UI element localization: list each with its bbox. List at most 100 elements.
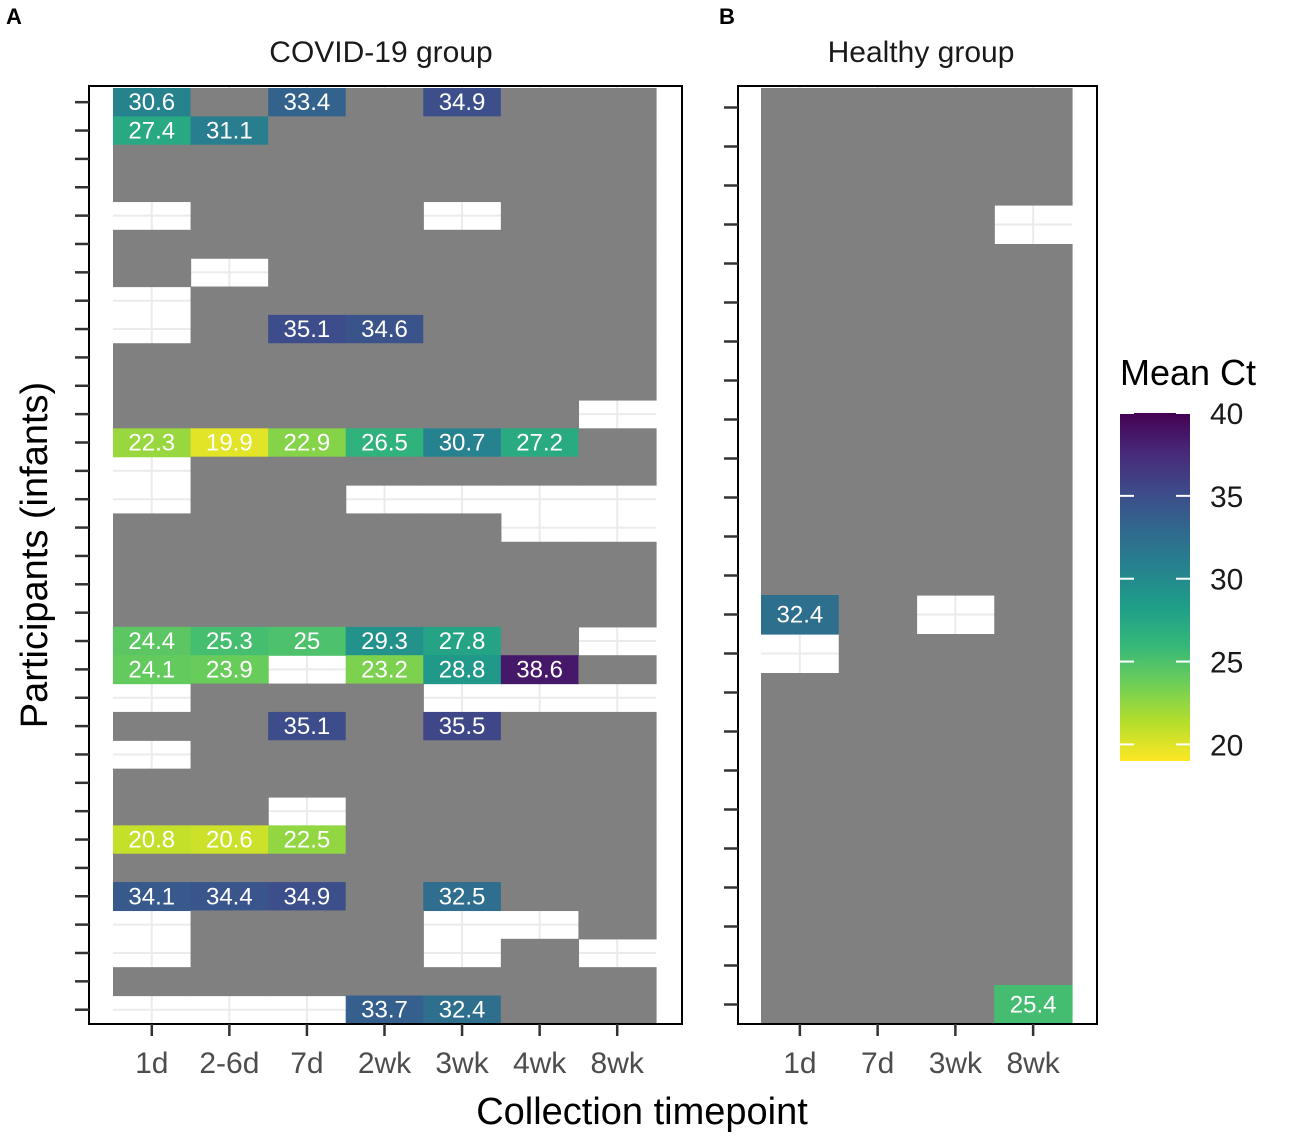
cell-value-label: 24.4: [128, 628, 175, 655]
cell-value-label: 27.8: [439, 628, 486, 655]
heatmap-cell-missing: [916, 400, 995, 440]
heatmap-cell-value: [423, 88, 502, 117]
heatmap-cell-missing: [578, 371, 657, 401]
heatmap-cell-missing: [423, 541, 502, 571]
heatmap-cell-missing: [500, 711, 580, 741]
heatmap-cell-missing: [345, 570, 424, 600]
heatmap-cell-missing: [345, 825, 424, 855]
heatmap-cell-missing: [423, 144, 502, 174]
heatmap-cell-missing: [190, 740, 269, 770]
heatmap-cell-missing: [345, 286, 424, 316]
cell-value-label: 32.5: [439, 883, 486, 910]
heatmap-cell-missing: [578, 967, 657, 997]
heatmap-cell-missing: [761, 946, 840, 986]
heatmap-cell-value: [113, 116, 192, 146]
heatmap-cell-missing: [113, 598, 192, 628]
heatmap-cell-missing: [500, 626, 580, 656]
cell-value-label: 33.7: [361, 997, 408, 1024]
heatmap-cell-missing: [268, 144, 347, 174]
heatmap-cell-missing: [578, 286, 657, 316]
heatmap-cell-value: [761, 595, 840, 635]
cell-value-label: 25: [294, 628, 321, 655]
heatmap-cell-missing: [423, 598, 502, 628]
cell-value-label: 34.4: [206, 883, 253, 910]
heatmap-cell-missing: [113, 399, 192, 429]
heatmap-cell-missing: [761, 517, 840, 557]
heatmap-cell-missing: [345, 116, 424, 146]
heatmap-cell-missing: [994, 634, 1073, 674]
heatmap-cell-missing: [578, 797, 657, 826]
heatmap-cell-value: [190, 825, 269, 855]
heatmap-cell-missing: [761, 868, 840, 908]
heatmap-cell-missing: [994, 322, 1073, 362]
heatmap-cell-missing: [190, 768, 269, 798]
cell-value-label: 31.1: [206, 118, 253, 145]
heatmap-cell-missing: [838, 751, 918, 791]
x-tick-label: 1d: [135, 1047, 168, 1080]
heatmap-cell-missing: [113, 768, 192, 798]
heatmap-cell-missing: [916, 868, 995, 908]
heatmap-cell-missing: [423, 116, 502, 146]
heatmap-cell-missing: [916, 985, 995, 1025]
cell-value-label: 38.6: [516, 656, 563, 683]
heatmap-cell-missing: [190, 371, 269, 401]
heatmap-cell-missing: [994, 751, 1073, 791]
heatmap-cell-value: [113, 88, 192, 117]
heatmap-cell-missing: [268, 598, 347, 628]
heatmap-cell-missing: [113, 853, 192, 883]
colorbar-legend: Mean Ct 20 25 30 35 40: [1120, 352, 1256, 762]
heatmap-cell-value: [345, 626, 424, 656]
heatmap-cell-missing: [190, 513, 269, 543]
heatmap-cell-missing: [500, 116, 580, 146]
heatmap-cell-missing: [916, 478, 995, 518]
heatmap-cell-missing: [994, 556, 1073, 596]
heatmap-cell-missing: [578, 541, 657, 571]
heatmap-cell-missing: [916, 439, 995, 479]
heatmap-cell-missing: [994, 712, 1073, 752]
cell-value-label: 34.1: [128, 883, 175, 910]
heatmap-cell-missing: [578, 740, 657, 770]
heatmap-cell-value: [190, 655, 269, 685]
heatmap-cell-missing: [500, 229, 580, 259]
heatmap-cell-missing: [838, 283, 918, 323]
heatmap-cell-missing: [423, 258, 502, 288]
heatmap-cell-missing: [994, 868, 1073, 908]
heatmap-cell-missing: [838, 205, 918, 245]
x-tick-label: 8wk: [591, 1047, 645, 1080]
heatmap-cell-value: [268, 626, 347, 656]
x-tick-label: 7d: [290, 1047, 323, 1080]
heatmap-cell-missing: [113, 570, 192, 600]
heatmap-cell-missing: [578, 655, 657, 685]
heatmap-cell-value: [113, 825, 192, 855]
heatmap-cell-value: [423, 711, 502, 741]
heatmap-cell-missing: [578, 825, 657, 855]
heatmap-cell-missing: [190, 343, 269, 373]
cell-value-label: 25.3: [206, 628, 253, 655]
heatmap-cell-value: [345, 428, 424, 458]
heatmap-cell-value: [500, 655, 580, 685]
heatmap-cell-missing: [761, 751, 840, 791]
heatmap-cell-missing: [994, 946, 1073, 986]
heatmap-cell-missing: [190, 711, 269, 741]
heatmap-cell-missing: [113, 797, 192, 826]
heatmap-cell-missing: [423, 768, 502, 798]
heatmap-cell-missing: [500, 201, 580, 231]
heatmap-cell-missing: [578, 343, 657, 373]
heatmap-cell-missing: [994, 361, 1073, 401]
legend-tick-label: 25: [1210, 647, 1243, 680]
x-tick-label: 4wk: [513, 1047, 567, 1080]
heatmap-cell-missing: [578, 711, 657, 741]
heatmap-cell-missing: [345, 711, 424, 741]
heatmap-cell-missing: [113, 144, 192, 174]
heatmap-cell-missing: [190, 173, 269, 203]
heatmap-cell-missing: [838, 478, 918, 518]
heatmap-cell-missing: [838, 712, 918, 752]
heatmap-cell-missing: [838, 829, 918, 869]
heatmap-cell-missing: [994, 517, 1073, 557]
heatmap-cell-missing: [994, 478, 1073, 518]
heatmap-cell-value: [500, 428, 580, 458]
heatmap-cell-missing: [500, 286, 580, 316]
heatmap-cell-missing: [761, 556, 840, 596]
heatmap-cell-missing: [761, 166, 840, 206]
heatmap-cell-missing: [500, 768, 580, 798]
